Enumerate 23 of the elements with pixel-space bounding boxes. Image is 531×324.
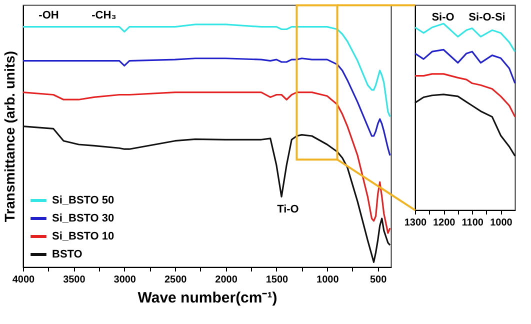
x-tick-label: 2500 bbox=[164, 274, 188, 286]
annotation: Ti-O bbox=[277, 203, 300, 216]
x-tick-label: 3500 bbox=[63, 274, 86, 286]
x-tick-label: 3000 bbox=[114, 274, 136, 286]
legend-label: Si_BSTO 50 bbox=[52, 194, 114, 206]
x-tick-label: 1100 bbox=[462, 218, 484, 228]
x-tick-label: 4000 bbox=[12, 274, 36, 286]
x-axis-title: Wave number(cm⁻¹) bbox=[138, 290, 278, 306]
x-tick-label: 1000 bbox=[316, 274, 340, 286]
text: Si-O-Si bbox=[468, 11, 506, 24]
y-axis-title: Transmittance (arb. units) bbox=[2, 50, 18, 222]
x-tick-label: 500 bbox=[370, 274, 388, 286]
text: Si-O bbox=[432, 11, 455, 24]
legend-label: Si_BSTO 30 bbox=[52, 212, 114, 224]
x-tick-label: 1200 bbox=[432, 218, 456, 228]
x-tick-label: 2000 bbox=[215, 274, 238, 286]
legend-label: Si_BSTO 10 bbox=[52, 230, 114, 242]
text: -OH bbox=[38, 9, 59, 22]
x-tick-label: 1300 bbox=[404, 218, 428, 228]
legend-label: BSTO bbox=[52, 248, 83, 260]
text: -CH₃ bbox=[92, 9, 116, 22]
x-tick-label: 1000 bbox=[490, 218, 513, 228]
x-tick-label: 1500 bbox=[266, 274, 289, 286]
